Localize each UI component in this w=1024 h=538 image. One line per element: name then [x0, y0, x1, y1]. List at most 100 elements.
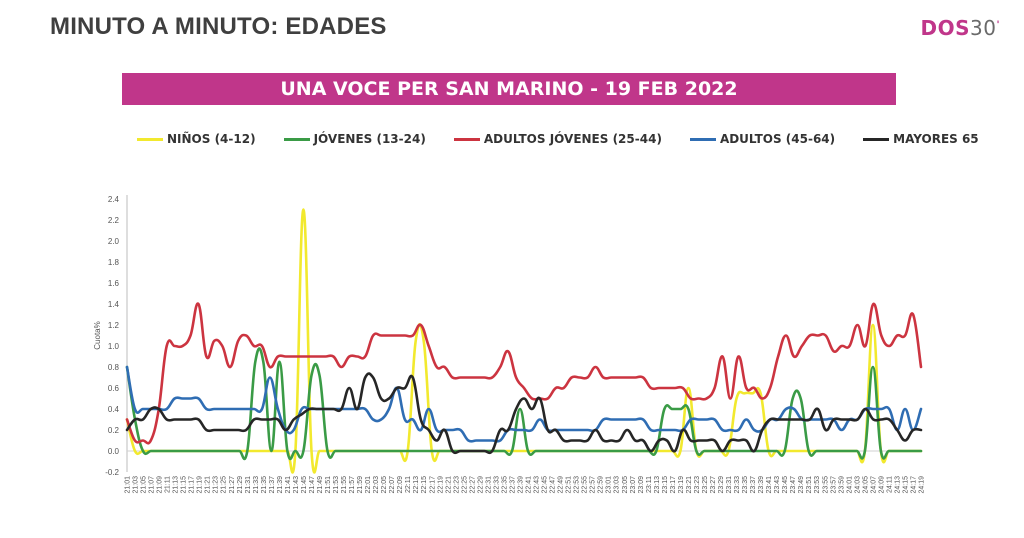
x-tick-label: 21:41: [285, 476, 292, 494]
x-tick-label: 24:01: [846, 476, 853, 494]
x-tick-label: 22:03: [373, 476, 380, 494]
x-tick-label: 23:31: [726, 476, 733, 494]
x-tick-label: 21:55: [341, 476, 348, 494]
x-tick-label: 21:39: [277, 476, 284, 494]
x-tick-label: 23:07: [630, 476, 637, 494]
x-tick-label: 24:15: [902, 476, 909, 494]
x-tick-label: 23:19: [678, 476, 685, 494]
y-tick-label: 1.8: [108, 258, 120, 267]
x-tick-label: 21:01: [125, 476, 132, 494]
x-tick-label: 21:57: [349, 476, 356, 494]
x-tick-label: 23:51: [806, 476, 813, 494]
y-tick-label: 0.4: [108, 405, 120, 414]
series-line-mayores-65: [125, 372, 923, 455]
x-tick-label: 21:05: [141, 476, 148, 494]
brand-logo: DOS30': [920, 16, 1000, 40]
x-tick-label: 21:33: [253, 476, 260, 494]
x-tick-label: 21:21: [205, 476, 212, 494]
y-tick-label: 2.0: [108, 237, 120, 246]
y-tick-label: 1.2: [108, 321, 120, 330]
y-tick-label: 2.4: [108, 195, 120, 204]
x-tick-label: 21:59: [357, 476, 364, 494]
x-tick-label: 22:05: [381, 476, 388, 494]
legend-item-adultos-jovenes-25-44: ADULTOS JÓVENES (25-44): [453, 132, 662, 146]
x-tick-label: 24:09: [878, 476, 885, 494]
x-tick-label: 22:47: [550, 476, 557, 494]
x-tick-label: 21:37: [269, 476, 276, 494]
y-tick-label: 1.4: [108, 300, 120, 309]
series-line-ninos-4-12: [125, 208, 923, 474]
legend-label: NIÑOS (4-12): [167, 132, 256, 146]
x-tick-label: 21:19: [197, 476, 204, 494]
x-tick-label: 21:49: [317, 476, 324, 494]
x-tick-label: 23:29: [718, 476, 725, 494]
x-tick-label: 21:13: [173, 476, 180, 494]
x-tick-label: 22:17: [429, 476, 436, 494]
x-tick-label: 22:29: [477, 476, 484, 494]
x-tick-label: 24:05: [862, 476, 869, 494]
x-tick-label: 22:41: [526, 476, 533, 494]
y-tick-label: 0.2: [108, 426, 120, 435]
x-tick-label: 21:23: [213, 476, 220, 494]
x-tick-label: 22:43: [534, 476, 541, 494]
x-tick-label: 21:47: [309, 476, 316, 494]
x-tick-label: 23:33: [734, 476, 741, 494]
x-tick-label: 23:13: [654, 476, 661, 494]
legend-item-adultos-45-64: ADULTOS (45-64): [689, 132, 835, 146]
x-tick-label: 22:19: [437, 476, 444, 494]
legend-label: JÓVENES (13-24): [313, 132, 426, 146]
series-line-adultos-45-64: [125, 365, 923, 443]
legend-swatch: [863, 137, 890, 141]
series-line-jovenes-13-24: [125, 347, 923, 461]
x-tick-label: 23:03: [614, 476, 621, 494]
x-tick-label: 22:25: [461, 476, 468, 494]
x-tick-label: 24:17: [910, 476, 917, 494]
x-tick-label: 23:53: [814, 476, 821, 494]
x-tick-label: 21:17: [189, 476, 196, 494]
x-tick-label: 23:47: [790, 476, 797, 494]
x-tick-label: 21:15: [181, 476, 188, 494]
x-tick-label: 21:03: [133, 476, 140, 494]
legend-item-mayores-65: MAYORES 65: [863, 132, 979, 146]
x-tick-label: 22:57: [590, 476, 597, 494]
legend-swatch: [283, 137, 310, 141]
x-tick-label: 23:35: [742, 476, 749, 494]
x-tick-label: 22:37: [509, 476, 516, 494]
y-tick-label: 0.0: [108, 447, 120, 456]
x-tick-label: 22:15: [421, 476, 428, 494]
x-tick-label: 22:59: [598, 476, 605, 494]
x-tick-label: 22:01: [365, 476, 372, 494]
y-tick-label: 2.2: [108, 216, 120, 225]
x-tick-label: 23:57: [830, 476, 837, 494]
x-tick-label: 22:53: [574, 476, 581, 494]
logo-part-2: 30: [969, 16, 997, 40]
x-tick-label: 24:19: [919, 476, 926, 494]
legend-item-ninos-4-12: NIÑOS (4-12): [137, 132, 256, 146]
page-title: MINUTO A MINUTO: EDADES: [50, 13, 387, 40]
legend-swatch: [137, 137, 163, 141]
legend-label: MAYORES 65: [893, 132, 979, 146]
series-line-adultos-jovenes-25-44: [125, 302, 923, 445]
chart-legend: NIÑOS (4-12) JÓVENES (13-24) ADULTOS JÓVEN…: [137, 130, 979, 148]
x-tick-label: 24:03: [854, 476, 861, 494]
x-tick-label: 21:45: [301, 476, 308, 494]
x-tick-label: 21:11: [165, 476, 172, 493]
x-tick-label: 23:09: [638, 476, 645, 494]
y-tick-label: 0.8: [108, 363, 120, 372]
y-axis-label: Cuota%: [93, 321, 102, 349]
x-tick-label: 23:15: [662, 476, 669, 494]
x-tick-label: 22:35: [501, 476, 508, 494]
y-tick-label: 0.6: [108, 384, 120, 393]
logo-part-1: DOS: [920, 16, 970, 40]
x-tick-label: 23:49: [798, 476, 805, 494]
x-tick-label: 22:13: [413, 476, 420, 494]
x-tick-label: 21:35: [261, 476, 268, 494]
x-tick-label: 21:25: [221, 476, 228, 494]
y-tick-label: -0.2: [105, 468, 119, 477]
x-tick-label: 23:55: [822, 476, 829, 494]
x-tick-label: 23:27: [710, 476, 717, 494]
legend-swatch: [453, 137, 480, 141]
y-tick-label: 1.0: [108, 342, 120, 351]
x-tick-label: 23:43: [774, 476, 781, 494]
